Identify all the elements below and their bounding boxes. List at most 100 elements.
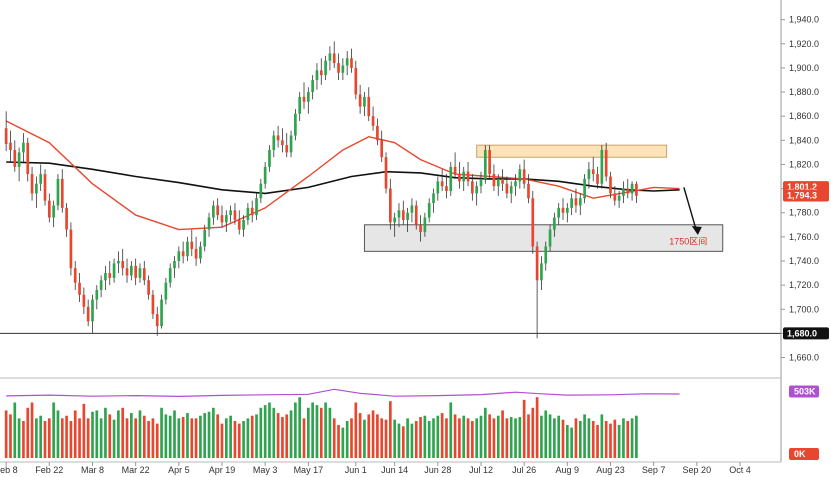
volume-bar	[168, 415, 172, 458]
price-badge: 1,794.3	[783, 189, 829, 202]
x-tick-label: Feb 8	[0, 465, 18, 475]
volume-bar	[367, 414, 371, 458]
x-tick-label: Apr 19	[209, 465, 236, 475]
volume-bar	[108, 414, 112, 458]
volume-bar	[52, 402, 55, 458]
volume-bar	[548, 414, 552, 458]
candle-body	[613, 193, 617, 201]
candle-body	[345, 58, 349, 66]
price-badge-label: 1,680.0	[787, 328, 817, 338]
candle-body	[453, 166, 457, 175]
candle-body	[125, 268, 129, 276]
candle-body	[121, 260, 125, 269]
volume-bar	[604, 421, 608, 458]
volume-bar	[294, 402, 297, 458]
candle-body	[410, 205, 414, 213]
candle-body	[397, 210, 401, 218]
candle-body	[609, 176, 612, 194]
candle-body	[82, 294, 86, 307]
candle-body	[630, 183, 634, 194]
volume-bar	[155, 423, 159, 458]
volume-badge-label: 0K	[794, 449, 806, 459]
candle-body	[324, 60, 327, 76]
candle-body	[518, 169, 522, 182]
candle-body	[99, 280, 103, 290]
candle-body	[207, 217, 211, 230]
volume-bar	[259, 407, 263, 458]
volume-bar	[401, 426, 405, 458]
volume-bar	[419, 417, 422, 458]
price-tick-label: 1,720.0	[789, 280, 819, 290]
volume-bar	[354, 402, 358, 458]
volume-bar	[151, 418, 155, 458]
candle-body	[138, 268, 142, 278]
candle-body	[233, 210, 237, 220]
candle-body	[276, 135, 280, 141]
price-tick-label: 1,760.0	[789, 232, 819, 242]
volume-bar	[229, 415, 232, 458]
volume-bar	[86, 418, 90, 458]
candle-body	[246, 207, 250, 220]
price-tick-label: 1,920.0	[789, 39, 819, 49]
candle-body	[483, 149, 487, 179]
candle-body	[341, 65, 345, 73]
x-tick-label: Jun 1	[345, 465, 367, 475]
volume-bar	[345, 421, 349, 458]
candle-body	[488, 149, 491, 175]
price-tick-label: 1,880.0	[789, 87, 819, 97]
volume-bar	[95, 410, 99, 458]
candle-body	[285, 145, 289, 153]
candle-body	[60, 178, 64, 208]
candle-body	[509, 186, 513, 194]
candle-body	[565, 207, 569, 213]
resistance-zone	[476, 144, 668, 158]
volume-bar	[199, 415, 202, 458]
candle-body	[142, 268, 146, 281]
volume-bar	[574, 418, 578, 458]
volume-bar	[410, 423, 414, 458]
candle-body	[35, 183, 38, 194]
candle-body	[496, 178, 500, 187]
volume-bar	[186, 413, 189, 458]
volume-bar	[43, 421, 47, 458]
volume-bar	[397, 423, 401, 458]
volume-bar	[406, 418, 409, 458]
candle-body	[220, 215, 224, 223]
candle-body	[173, 260, 176, 269]
volume-bar	[488, 414, 491, 458]
x-tick-label: Apr 5	[168, 465, 190, 475]
candle-body	[514, 181, 517, 187]
volume-bar	[363, 419, 366, 458]
candle-body	[570, 198, 573, 208]
x-tick-label: Sep 20	[683, 465, 712, 475]
candle-body	[531, 198, 535, 247]
volume-bar	[466, 418, 470, 458]
volume-bar	[358, 413, 362, 458]
candle-body	[479, 178, 483, 187]
x-tick-label: Sep 7	[642, 465, 666, 475]
volume-bar	[203, 413, 207, 458]
volume-bar	[393, 419, 396, 458]
volume-bar	[13, 402, 17, 458]
volume-bar	[138, 410, 142, 458]
candle-body	[108, 273, 112, 278]
price-tick-label: 1,940.0	[789, 15, 819, 25]
candle-body	[229, 210, 232, 216]
candle-body	[328, 53, 332, 61]
candle-body	[384, 157, 388, 189]
x-tick-label: Jun 14	[381, 465, 408, 475]
volume-bar	[233, 421, 237, 458]
volume-bar	[125, 418, 129, 458]
volume-bar	[570, 427, 573, 458]
volume-bar	[600, 414, 604, 458]
candle-body	[86, 306, 90, 322]
volume-badge: 503K	[789, 385, 819, 398]
volume-bar	[160, 407, 163, 458]
zone-annotation-label: 1750区间	[669, 236, 707, 247]
volume-bar	[561, 419, 565, 458]
candle-body	[91, 299, 94, 322]
candle-body	[423, 217, 427, 233]
volume-bar	[341, 427, 345, 458]
candle-body	[440, 181, 444, 187]
